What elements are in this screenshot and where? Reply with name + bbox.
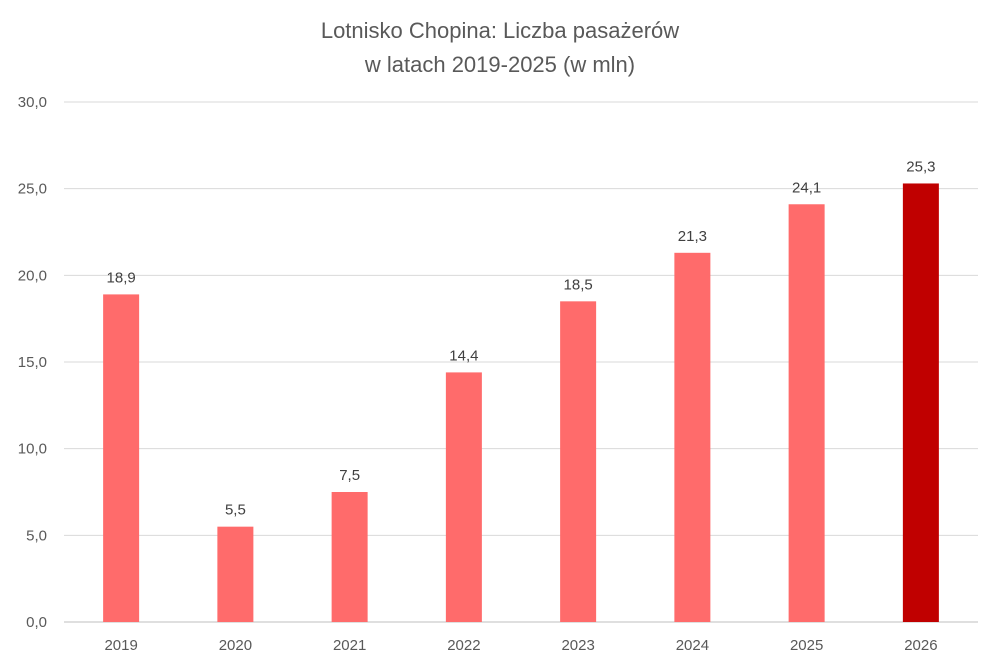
bar-2021 <box>331 492 368 622</box>
data-label-2023: 18,5 <box>564 276 593 293</box>
y-tick-label: 5,0 <box>26 527 47 544</box>
x-tick-label-2026: 2026 <box>904 637 937 654</box>
gridlines <box>64 101 978 623</box>
y-tick-label: 30,0 <box>18 94 47 111</box>
data-labels: 18,9 5,5 7,5 14,4 18,5 21,3 24,1 25,3 <box>107 158 936 518</box>
x-axis-tick-labels: 2019 2020 2021 2022 2023 2024 2025 2026 <box>104 637 937 654</box>
data-label-2024: 21,3 <box>678 228 707 245</box>
data-label-2025: 24,1 <box>792 179 821 196</box>
bar-2022 <box>445 372 482 622</box>
chart-title-line-2: w latach 2019-2025 (w mln) <box>364 52 635 77</box>
bar-2025 <box>788 204 825 622</box>
bar-2019 <box>103 294 140 622</box>
x-tick-label-2023: 2023 <box>561 637 594 654</box>
chart-title-line-1: Lotnisko Chopina: Liczba pasażerów <box>321 18 679 43</box>
bars <box>103 183 939 623</box>
bar-2023 <box>560 301 597 622</box>
x-tick-label-2022: 2022 <box>447 637 480 654</box>
y-tick-label: 20,0 <box>18 267 47 284</box>
x-tick-label-2025: 2025 <box>790 637 823 654</box>
data-label-2019: 18,9 <box>107 269 136 286</box>
y-axis-tick-labels: 0,0 5,0 10,0 15,0 20,0 25,0 30,0 <box>18 94 47 631</box>
x-tick-label-2021: 2021 <box>333 637 366 654</box>
y-tick-label: 25,0 <box>18 181 47 198</box>
x-tick-label-2019: 2019 <box>104 637 137 654</box>
bar-2024 <box>674 252 711 623</box>
x-tick-label-2020: 2020 <box>219 637 252 654</box>
data-label-2020: 5,5 <box>225 502 246 519</box>
y-tick-label: 0,0 <box>26 614 47 631</box>
bar-2020 <box>217 526 254 622</box>
x-tick-label-2024: 2024 <box>676 637 709 654</box>
data-label-2026: 25,3 <box>906 158 935 175</box>
y-tick-label: 15,0 <box>18 354 47 371</box>
data-label-2022: 14,4 <box>449 347 478 364</box>
bar-2026 <box>902 183 939 622</box>
y-tick-label: 10,0 <box>18 441 47 458</box>
data-label-2021: 7,5 <box>339 467 360 484</box>
